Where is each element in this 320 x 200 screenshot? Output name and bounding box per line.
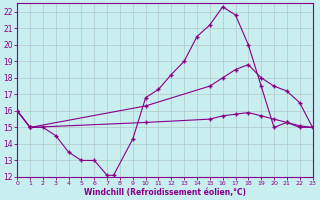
X-axis label: Windchill (Refroidissement éolien,°C): Windchill (Refroidissement éolien,°C) xyxy=(84,188,246,197)
